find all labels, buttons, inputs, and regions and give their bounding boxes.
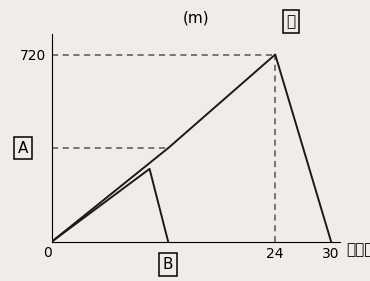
- Text: （分）: （分）: [346, 243, 370, 257]
- Text: 0: 0: [43, 246, 51, 260]
- Text: (m): (m): [183, 10, 209, 25]
- Text: あ: あ: [286, 14, 296, 29]
- Text: B: B: [163, 257, 174, 272]
- Text: A: A: [18, 140, 28, 156]
